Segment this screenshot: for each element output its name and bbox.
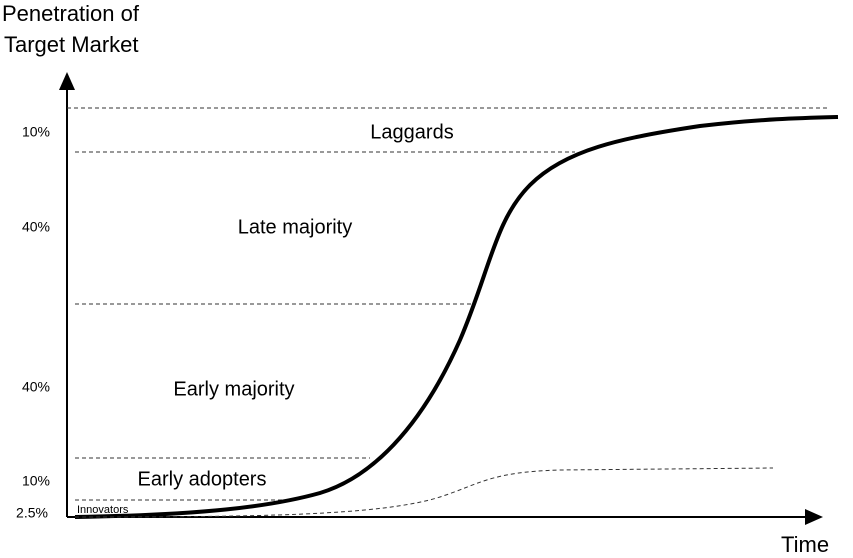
x-axis-label: Time: [781, 532, 829, 557]
y-axis-label: Target Market: [4, 32, 139, 57]
segment-share: 40%: [22, 379, 50, 395]
segment-label: Laggards: [370, 121, 453, 143]
segment-share: 10%: [22, 124, 50, 140]
segment-share: 10%: [22, 473, 50, 489]
segment-label: Innovators: [77, 504, 129, 516]
segment-share: 40%: [22, 219, 50, 235]
y-axis-label: Penetration of: [2, 1, 140, 26]
segment-label: Early adopters: [138, 468, 267, 490]
adoption-curve: [74, 115, 839, 519]
segment-label: Late majority: [238, 216, 353, 238]
market-share-curve: [74, 467, 774, 518]
segment-label: Early majority: [173, 378, 294, 400]
segment-share: 2.5%: [16, 505, 48, 521]
